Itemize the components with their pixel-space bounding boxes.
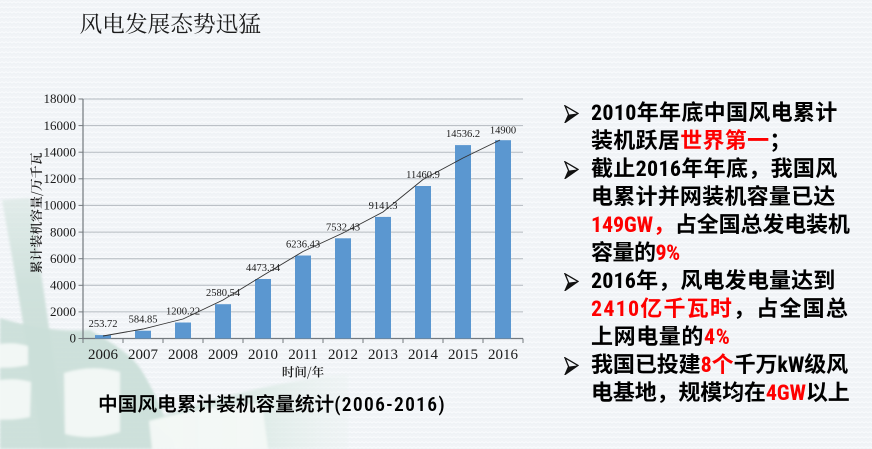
- svg-text:6000: 6000: [50, 251, 76, 266]
- svg-text:4000: 4000: [50, 278, 76, 293]
- svg-text:2580.54: 2580.54: [206, 288, 241, 299]
- svg-text:2016: 2016: [488, 347, 519, 363]
- svg-text:14000: 14000: [44, 144, 77, 159]
- svg-text:2012: 2012: [328, 347, 358, 363]
- svg-text:2006: 2006: [88, 347, 119, 363]
- svg-text:9141.3: 9141.3: [369, 201, 398, 212]
- svg-text:0: 0: [70, 331, 77, 346]
- svg-text:2013: 2013: [368, 347, 398, 363]
- svg-text:2014: 2014: [408, 347, 439, 363]
- svg-text:6236.43: 6236.43: [286, 240, 320, 251]
- svg-text:10000: 10000: [44, 198, 77, 213]
- svg-text:16000: 16000: [44, 118, 77, 133]
- svg-text:累计装机容量/万千瓦: 累计装机容量/万千瓦: [26, 152, 45, 273]
- svg-text:14900: 14900: [490, 126, 516, 137]
- svg-text:2011: 2011: [288, 347, 317, 363]
- svg-text:1200.22: 1200.22: [166, 307, 200, 318]
- svg-text:2000: 2000: [50, 304, 76, 319]
- svg-text:253.72: 253.72: [89, 319, 118, 330]
- svg-text:2015: 2015: [448, 347, 478, 363]
- svg-text:18000: 18000: [44, 91, 77, 106]
- svg-text:2007: 2007: [128, 347, 159, 363]
- svg-text:2008: 2008: [168, 347, 198, 363]
- svg-text:7532.43: 7532.43: [326, 222, 360, 233]
- svg-text:14536.2: 14536.2: [446, 129, 480, 140]
- svg-text:8000: 8000: [50, 224, 76, 239]
- svg-text:584.85: 584.85: [129, 315, 158, 326]
- svg-text:4473.34: 4473.34: [246, 263, 281, 274]
- svg-text:2009: 2009: [208, 347, 238, 363]
- svg-text:11460.9: 11460.9: [406, 170, 440, 181]
- svg-text:时间/年: 时间/年: [282, 363, 325, 381]
- svg-text:12000: 12000: [44, 171, 77, 186]
- svg-text:2010: 2010: [248, 347, 278, 363]
